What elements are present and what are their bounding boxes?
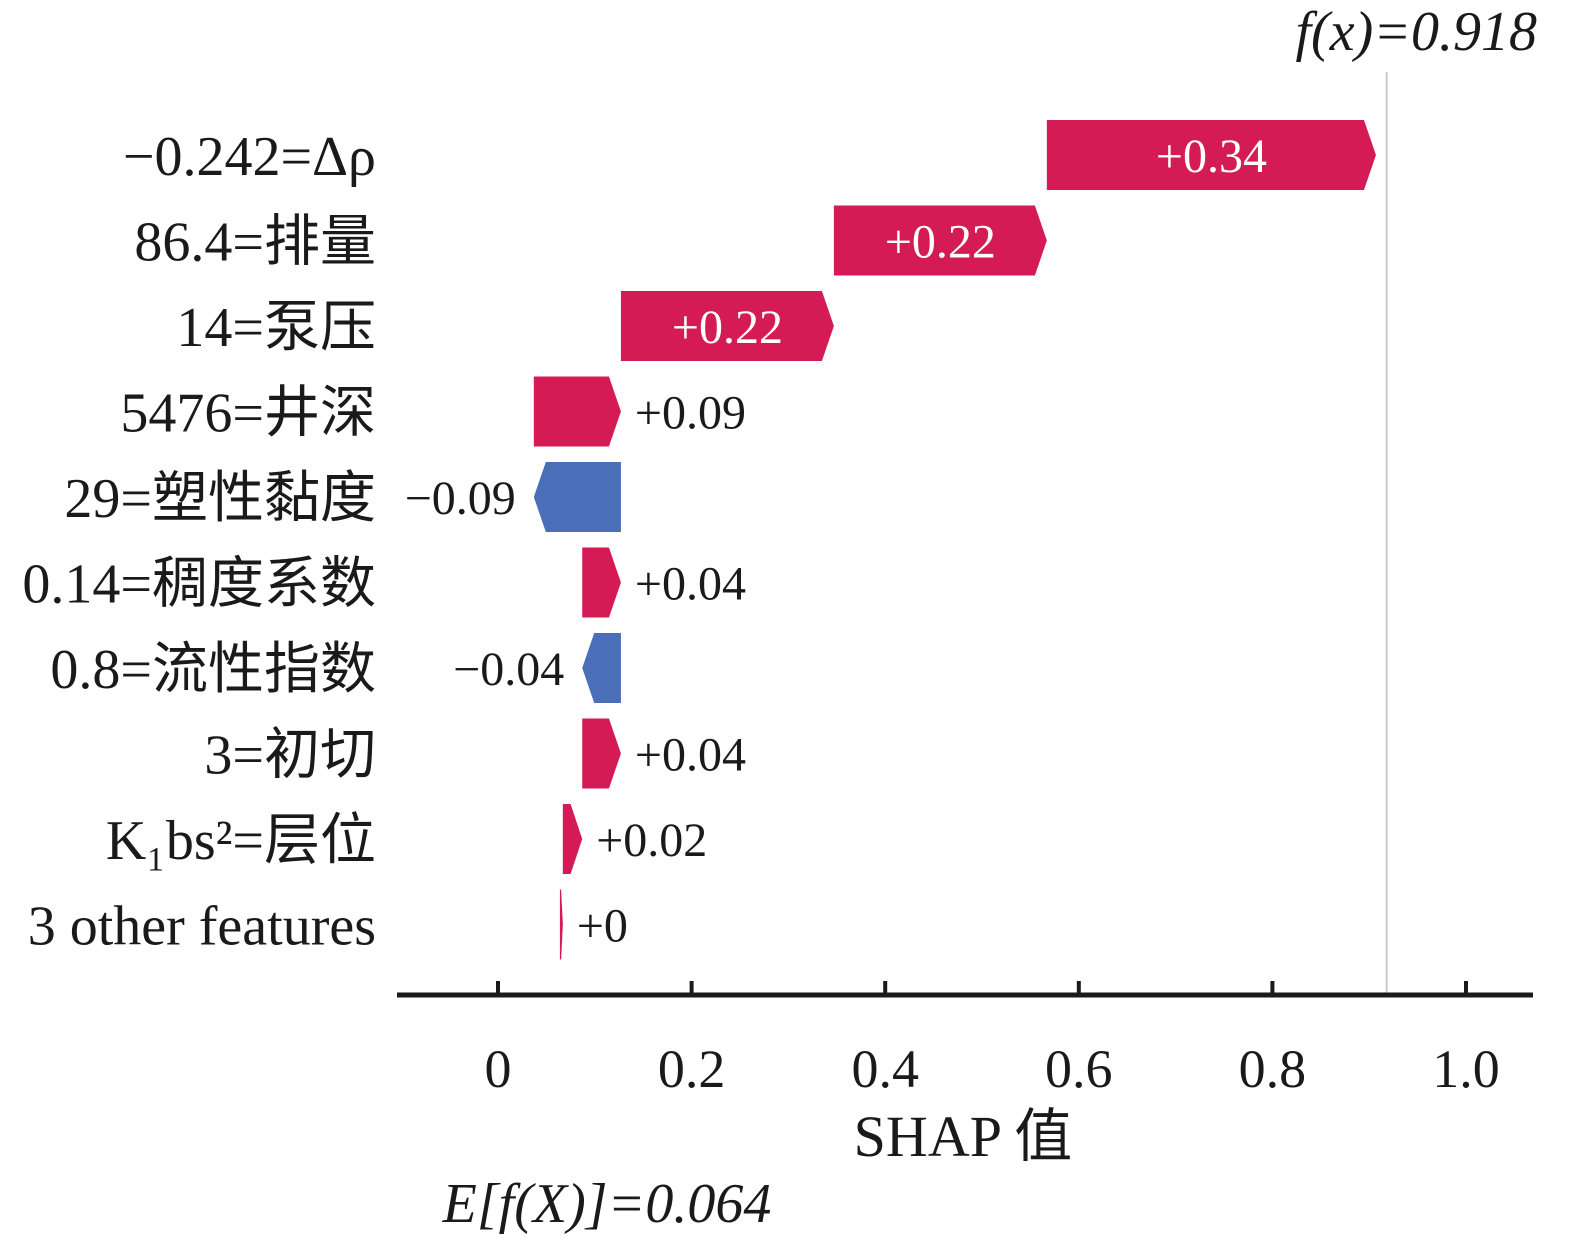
bar-3	[620, 291, 834, 361]
x-tick-label-3: 0.6	[1045, 1039, 1113, 1099]
x-axis-label: SHAP 值	[854, 1104, 1073, 1169]
x-tick-label-1: 0.2	[658, 1039, 726, 1099]
feature-label-9: K₁bs²=层位	[106, 810, 376, 872]
bar-value-label-1: +0.34	[1156, 130, 1267, 183]
output-value-label: f(x)=0.918	[1296, 1, 1538, 63]
feature-label-5: 29=塑性黏度	[64, 468, 376, 530]
bar-value-label-8: +0.04	[635, 729, 746, 782]
bar-value-label-6: +0.04	[635, 558, 746, 611]
bar-9	[562, 804, 583, 874]
x-tick-label-2: 0.4	[851, 1039, 919, 1099]
bar-1	[1046, 120, 1376, 190]
bar-8	[582, 718, 621, 789]
feature-label-3: 14=泵压	[176, 297, 376, 359]
feature-label-7: 0.8=流性指数	[50, 639, 376, 701]
bar-7	[582, 633, 621, 703]
bar-value-label-9: +0.02	[596, 814, 707, 867]
bars-group: +0.34 +0.22 +0.22 +0.09 −0.09 +0.04 −0.04 +0.04…	[405, 120, 1376, 960]
bar-6	[582, 547, 621, 618]
x-tick-label-5: 1.0	[1432, 1039, 1500, 1099]
feature-label-2: 86.4=排量	[134, 212, 376, 274]
bar-value-label-2: +0.22	[885, 216, 996, 269]
feature-label-8: 3=初切	[204, 725, 376, 787]
bar-value-label-4: +0.09	[635, 387, 746, 440]
bar-4	[533, 376, 621, 447]
bar-value-label-3: +0.22	[672, 301, 783, 354]
bar-10	[559, 889, 563, 960]
bar-value-label-7: −0.04	[453, 643, 564, 696]
bar-5	[533, 462, 621, 532]
feature-label-1: −0.242=Δρ	[123, 126, 376, 188]
feature-labels: −0.242=Δρ 86.4=排量 14=泵压 5476=井深 29=塑性黏度 0.14=…	[22, 126, 376, 958]
bar-2	[833, 205, 1047, 276]
bar-value-label-10: +0	[577, 900, 628, 953]
x-axis: 0 0.2 0.4 0.6 0.8 1.0	[397, 981, 1533, 1099]
feature-label-4: 5476=井深	[120, 383, 376, 445]
base-value-label: E[f(X)]=0.064	[442, 1173, 772, 1235]
bar-value-label-5: −0.09	[405, 472, 516, 525]
x-tick-label-4: 0.8	[1239, 1039, 1307, 1099]
feature-label-6: 0.14=稠度系数	[22, 554, 376, 616]
x-tick-label-0: 0	[485, 1039, 512, 1099]
feature-label-10: 3 other features	[28, 896, 376, 958]
